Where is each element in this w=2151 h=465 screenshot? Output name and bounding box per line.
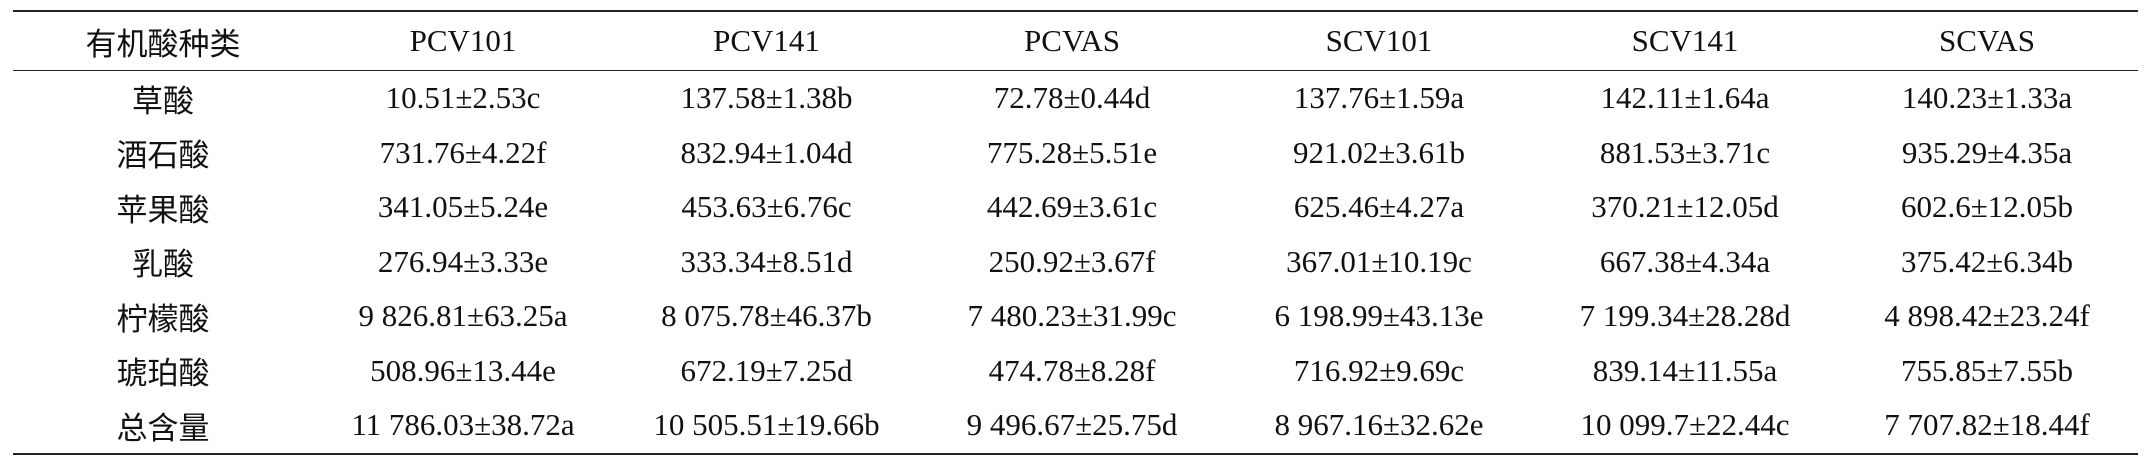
table-cell: 625.46±4.27a (1293, 189, 1465, 225)
table-cell: 921.02±3.61b (1292, 134, 1465, 170)
table-cell: 474.78±8.28f (988, 352, 1156, 388)
table-header: 有机酸种类 PCV101 PCV141 PCVAS SCV101 SCV141 … (13, 11, 2138, 71)
table-cell: 8 075.78±46.37b (661, 298, 872, 334)
table-row: 总含量 11 786.03±38.72a 10 505.51±19.66b 9 … (13, 398, 2138, 454)
table-cell: 4 898.42±23.24f (1884, 298, 2090, 334)
table-cell: 731.76±4.22f (379, 134, 547, 170)
table-cell: 667.38±4.34a (1599, 243, 1771, 279)
table-cell: 250.92±3.67f (988, 243, 1156, 279)
table-cell: 508.96±13.44e (370, 352, 556, 388)
table-cell: 8 967.16±32.62e (1274, 407, 1484, 443)
organic-acid-table-container: 有机酸种类 PCV101 PCV141 PCVAS SCV101 SCV141 … (13, 10, 2138, 455)
table-cell: 7 199.34±28.28d (1579, 298, 1791, 334)
header-cell-pcvas: PCVAS (1024, 23, 1120, 58)
table-cell: 142.11±1.64a (1600, 80, 1770, 116)
header-cell-pcv141: PCV141 (713, 23, 820, 58)
header-cell-scv141: SCV141 (1631, 23, 1739, 58)
table-row: 草酸 10.51±2.53c 137.58±1.38b 72.78±0.44d … (13, 71, 2138, 126)
table-cell: 7 707.82±18.44f (1884, 407, 2090, 443)
row-label: 草酸 (132, 83, 194, 119)
row-label: 总含量 (116, 410, 210, 446)
header-cell-acid-type: 有机酸种类 (85, 26, 241, 62)
table-cell: 10 505.51±19.66b (653, 407, 880, 443)
table-cell: 276.94±3.33e (377, 243, 549, 279)
table-cell: 775.28±5.51e (986, 134, 1158, 170)
table-cell: 333.34±8.51d (680, 243, 853, 279)
table-cell: 453.63±6.76c (681, 189, 852, 225)
table-cell: 442.69±3.61c (986, 189, 1158, 225)
header-cell-scvas: SCVAS (1939, 23, 2035, 58)
table-cell: 716.92±9.69c (1293, 352, 1465, 388)
table-cell: 602.6±12.05b (1900, 189, 2073, 225)
table-row: 酒石酸 731.76±4.22f 832.94±1.04d 775.28±5.5… (13, 126, 2138, 181)
table-row: 苹果酸 341.05±5.24e 453.63±6.76c 442.69±3.6… (13, 180, 2138, 235)
row-label: 苹果酸 (116, 192, 210, 228)
table-cell: 10.51±2.53c (385, 80, 541, 116)
table-cell: 7 480.23±31.99c (967, 298, 1177, 334)
table-cell: 11 786.03±38.72a (351, 407, 575, 443)
table-cell: 140.23±1.33a (1901, 80, 2073, 116)
table-row: 乳酸 276.94±3.33e 333.34±8.51d 250.92±3.67… (13, 235, 2138, 290)
table-cell: 367.01±10.19c (1286, 243, 1472, 279)
header-row: 有机酸种类 PCV101 PCV141 PCVAS SCV101 SCV141 … (13, 11, 2138, 71)
table-cell: 9 826.81±63.25a (358, 298, 568, 334)
row-label: 酒石酸 (116, 138, 210, 174)
table-row: 柠檬酸 9 826.81±63.25a 8 075.78±46.37b 7 48… (13, 289, 2138, 344)
table-cell: 935.29±4.35a (1901, 134, 2073, 170)
row-label: 柠檬酸 (116, 301, 210, 337)
table-cell: 341.05±5.24e (377, 189, 549, 225)
table-cell: 137.76±1.59a (1293, 80, 1465, 116)
table-cell: 881.53±3.71c (1599, 134, 1771, 170)
organic-acid-table: 有机酸种类 PCV101 PCV141 PCVAS SCV101 SCV141 … (13, 10, 2138, 455)
table-cell: 370.21±12.05d (1591, 189, 1779, 225)
table-cell: 72.78±0.44d (993, 80, 1151, 116)
table-body: 草酸 10.51±2.53c 137.58±1.38b 72.78±0.44d … (13, 71, 2138, 454)
table-cell: 10 099.7±22.44c (1580, 407, 1790, 443)
table-cell: 672.19±7.25d (680, 352, 853, 388)
table-cell: 6 198.99±43.13e (1274, 298, 1484, 334)
row-label: 乳酸 (132, 247, 194, 283)
header-cell-scv101: SCV101 (1325, 23, 1433, 58)
table-cell: 839.14±11.55a (1592, 352, 1778, 388)
header-cell-pcv101: PCV101 (409, 23, 517, 58)
table-cell: 9 496.67±25.75d (966, 407, 1178, 443)
table-row: 琥珀酸 508.96±13.44e 672.19±7.25d 474.78±8.… (13, 344, 2138, 399)
table-cell: 755.85±7.55b (1900, 352, 2073, 388)
table-cell: 375.42±6.34b (1900, 243, 2073, 279)
table-cell: 832.94±1.04d (680, 134, 853, 170)
row-label: 琥珀酸 (116, 356, 210, 392)
table-cell: 137.58±1.38b (680, 80, 853, 116)
